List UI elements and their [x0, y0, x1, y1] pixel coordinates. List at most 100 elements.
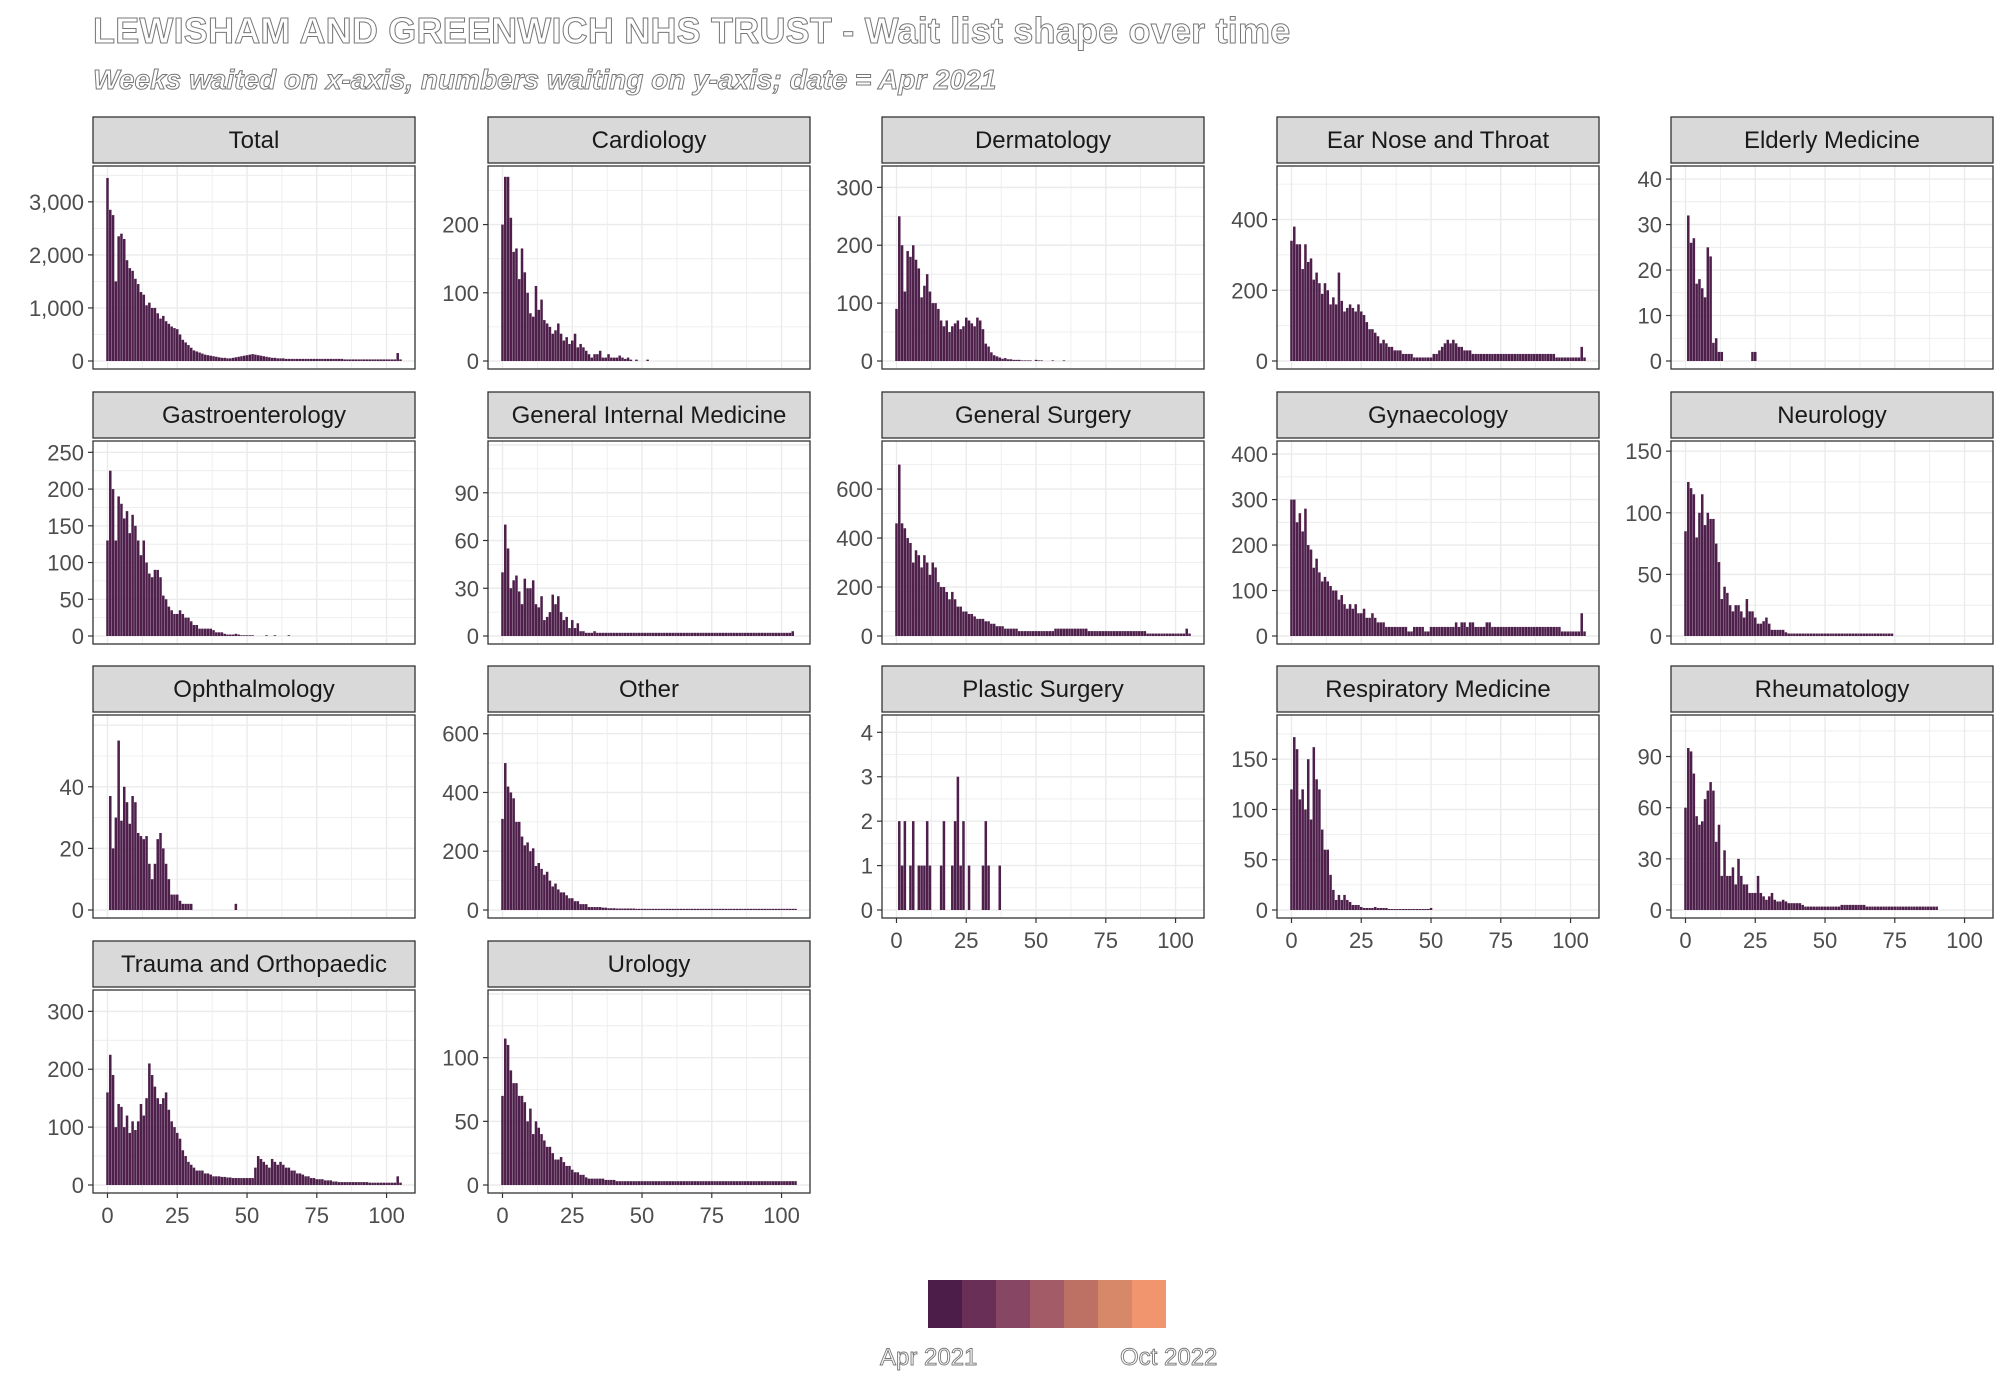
- bar: [217, 357, 221, 361]
- bar: [911, 821, 915, 910]
- y-tick-label: 90: [455, 481, 479, 506]
- bar: [1745, 599, 1749, 636]
- bar: [562, 620, 566, 636]
- bar: [162, 1098, 165, 1185]
- facet-strip: [487, 665, 811, 713]
- bar: [145, 836, 148, 910]
- bar: [744, 908, 747, 910]
- bar: [173, 328, 176, 361]
- bar: [1527, 626, 1530, 636]
- bar: [1712, 342, 1715, 361]
- bar: [1913, 906, 1916, 910]
- bar: [970, 323, 974, 361]
- bar: [1868, 906, 1871, 910]
- bar: [895, 523, 898, 636]
- bar: [704, 908, 708, 910]
- bar: [1337, 272, 1341, 361]
- bar: [1848, 904, 1852, 910]
- bar: [262, 356, 266, 361]
- bar: [942, 326, 946, 361]
- bar: [1379, 907, 1383, 910]
- bar: [590, 357, 594, 361]
- bar: [674, 632, 677, 636]
- x-tick-label: 0: [101, 1203, 113, 1228]
- bar: [998, 626, 1002, 636]
- bar: [242, 355, 246, 361]
- bar: [766, 1181, 769, 1185]
- bar: [543, 320, 546, 361]
- bar: [721, 632, 725, 636]
- bar: [920, 865, 923, 910]
- bar: [1804, 633, 1807, 636]
- bar: [688, 908, 691, 910]
- bar: [1510, 626, 1514, 636]
- bar: [766, 632, 769, 636]
- bar: [1020, 360, 1024, 362]
- bar: [189, 1164, 193, 1185]
- bar: [1779, 629, 1782, 636]
- bar: [1438, 350, 1441, 361]
- bar: [1373, 617, 1377, 636]
- bar: [635, 632, 638, 636]
- bar: [1843, 904, 1846, 910]
- bar: [374, 1182, 377, 1185]
- bar: [1832, 633, 1835, 636]
- bar: [346, 1182, 349, 1185]
- bar: [1723, 850, 1726, 910]
- bar: [240, 1178, 243, 1185]
- bar: [134, 802, 137, 910]
- bar: [176, 1132, 179, 1185]
- y-tick-label: 0: [467, 1173, 479, 1198]
- bar: [1807, 906, 1810, 910]
- bar: [265, 635, 268, 636]
- bar: [504, 176, 507, 361]
- bar: [337, 1182, 341, 1185]
- bar: [981, 329, 985, 361]
- facet-strip-label: Dermatology: [975, 127, 1111, 154]
- bar: [1318, 789, 1321, 910]
- bar: [1396, 908, 1399, 910]
- bar: [128, 823, 132, 910]
- bar: [1146, 633, 1149, 636]
- bar: [783, 1181, 786, 1185]
- bar: [1519, 353, 1522, 361]
- bar: [755, 908, 758, 910]
- bar: [562, 1162, 566, 1185]
- facet-rheumatology: Rheumatology 0 30 60 90 0 25 50 75 100: [1638, 665, 1994, 953]
- bar: [1348, 304, 1352, 361]
- bar: [557, 1159, 560, 1185]
- y-tick-label: 200: [442, 213, 479, 238]
- bar: [1552, 353, 1556, 361]
- bar: [1876, 633, 1880, 636]
- bar: [579, 631, 582, 636]
- bar: [1723, 586, 1726, 636]
- bar: [928, 574, 932, 636]
- bar: [1015, 628, 1018, 636]
- bar: [906, 251, 909, 361]
- bar: [621, 1181, 624, 1185]
- bar: [1918, 906, 1922, 910]
- bar: [1885, 633, 1888, 636]
- bar: [696, 908, 700, 910]
- bar: [1320, 829, 1324, 910]
- y-tick-label: 0: [1256, 898, 1268, 923]
- bar: [760, 908, 764, 910]
- bar: [526, 842, 529, 910]
- bar: [1151, 633, 1155, 636]
- bar: [718, 908, 722, 910]
- bar: [1851, 633, 1855, 636]
- bar: [531, 316, 535, 361]
- bar: [1804, 906, 1807, 910]
- bar: [573, 1172, 577, 1185]
- bar: [1717, 351, 1721, 361]
- bar: [637, 1181, 641, 1185]
- bar: [1340, 300, 1343, 361]
- bar: [1832, 906, 1835, 910]
- panel-border: [1276, 714, 1600, 919]
- bar: [640, 908, 644, 910]
- x-tick-label: 0: [1285, 928, 1297, 953]
- bar: [526, 1121, 529, 1185]
- bar: [1045, 631, 1049, 636]
- bar: [1479, 626, 1483, 636]
- bar: [1530, 626, 1533, 636]
